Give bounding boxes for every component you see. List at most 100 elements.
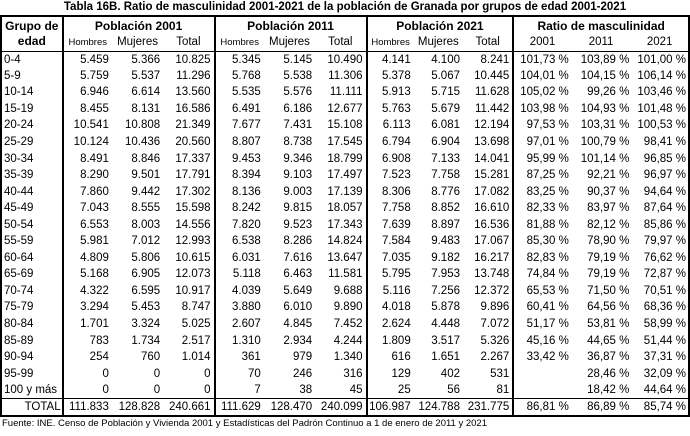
row-label: 20-24 — [4, 119, 34, 132]
cell: 12.372 — [474, 284, 510, 297]
cell: 17.545 — [327, 136, 363, 148]
cell: 6.081 — [431, 119, 460, 132]
cell: 38 — [299, 383, 313, 396]
subheader-2011-total: Total — [315, 34, 367, 52]
cell: 6.908 — [365, 150, 414, 167]
cell: 11.296 — [176, 69, 211, 82]
cell: 10.445 — [474, 69, 510, 82]
cell: 103,98 % — [512, 100, 571, 118]
table-row: 65-69 5.168 6.905 12.073 5.118 6.463 11.581 5.7… — [1, 266, 689, 283]
subheader-2001-total: Total — [163, 34, 215, 52]
cell: 7.523 — [365, 166, 414, 184]
cell: 17.343 — [327, 218, 363, 231]
cell: 70,51 % — [643, 284, 686, 297]
cell: 7.616 — [283, 251, 313, 264]
cell: 13.698 — [474, 136, 510, 148]
cell: 9.501 — [131, 169, 161, 182]
cell: 10.808 — [125, 119, 161, 132]
cell: 6.031 — [213, 249, 264, 267]
cell: 5.768 — [213, 67, 264, 85]
cell: 58,99 % — [643, 318, 686, 331]
cell: 9.896 — [480, 301, 510, 314]
cell: 45 — [349, 383, 363, 396]
cell: 5.538 — [283, 69, 313, 82]
table-row: 60-64 4.809 5.806 10.615 6.031 7.616 13.647 7.0… — [1, 249, 689, 267]
cell: 9.182 — [431, 251, 460, 264]
cell: 100,79 % — [580, 136, 630, 148]
cell: 7.639 — [365, 216, 414, 234]
cell: 1.310 — [213, 332, 264, 349]
cell: 106,14 % — [637, 69, 686, 82]
row-label: 0-4 — [4, 53, 21, 66]
cell: 15.281 — [474, 169, 510, 182]
cell: 9.890 — [333, 301, 363, 314]
cell: 106.987 — [365, 397, 414, 417]
cell: 103,31 % — [580, 119, 630, 132]
cell: 95,99 % — [512, 150, 571, 167]
cell: 0 — [204, 383, 211, 396]
cell: 13.560 — [175, 86, 211, 99]
cell: 16.586 — [175, 102, 211, 115]
cell: 1.734 — [131, 334, 161, 347]
cell: 5.459 — [61, 51, 112, 68]
subheader-2021-hombres: Hombres — [365, 34, 414, 52]
cell: 17.067 — [474, 235, 510, 248]
cell: 6.905 — [131, 268, 161, 281]
cell: 10.917 — [175, 284, 211, 297]
cell: 16.536 — [474, 218, 510, 231]
cell: 15.108 — [327, 119, 363, 132]
cell: 2.517 — [181, 334, 211, 347]
cell: 316 — [343, 367, 363, 380]
cell: 129 — [365, 365, 414, 382]
cell: 44,64 % — [643, 383, 686, 396]
table-row: 35-39 8.290 9.501 17.791 8.394 9.103 17.497 7.5… — [1, 166, 689, 184]
cell: 103,46 % — [637, 86, 686, 99]
cell: 8.306 — [365, 183, 414, 200]
subheader-2001-hombres: Hombres — [61, 34, 112, 52]
cell: 7.953 — [431, 268, 460, 281]
cell: 8.852 — [431, 202, 460, 215]
cell: 0 — [61, 365, 112, 382]
cell: 4.039 — [213, 282, 264, 300]
cell: 12.194 — [474, 119, 510, 132]
cell: 104,01 % — [512, 67, 571, 85]
cell: 10.541 — [61, 117, 112, 134]
cell: 246 — [292, 367, 313, 380]
cell: 14.556 — [175, 218, 211, 231]
row-label: 85-89 — [4, 334, 34, 347]
cell: 101,14 % — [580, 152, 630, 165]
cell: 5.535 — [213, 84, 264, 101]
cell: 4.141 — [365, 51, 414, 68]
cell: 17.082 — [474, 185, 510, 198]
row-label: 35-39 — [4, 169, 34, 182]
table-row: 10-14 6.946 6.614 13.560 5.535 5.576 11.111 5.9… — [1, 84, 689, 101]
cell: 111.629 — [213, 397, 264, 417]
cell: 5.795 — [365, 266, 414, 283]
group-header-ratio-masculinidad: Ratio de masculinidad — [512, 16, 689, 34]
cell: 2.267 — [480, 351, 510, 364]
cell: 240.099 — [315, 397, 367, 417]
cell: 6.113 — [365, 117, 414, 134]
cell: 6.904 — [431, 136, 460, 148]
table-row: 15-19 8.455 8.131 16.586 6.491 6.186 12.677 5.7… — [1, 100, 689, 118]
row-label: 55-59 — [4, 235, 34, 248]
cell: 11.306 — [328, 69, 363, 82]
cell: 12.677 — [327, 102, 363, 115]
cell: 87,25 % — [512, 166, 571, 184]
row-label: 40-44 — [4, 185, 34, 198]
cell: 7.133 — [431, 152, 460, 165]
row-label: 95-99 — [4, 367, 34, 380]
cell: 7.043 — [61, 199, 112, 217]
cell: 124.788 — [413, 397, 463, 417]
row-label: 25-29 — [4, 136, 34, 148]
cell: 11.442 — [474, 102, 510, 115]
cell: 44,65 % — [587, 334, 630, 347]
cell: 11.111 — [329, 86, 363, 99]
cell: 7.860 — [61, 183, 112, 200]
cell: 8.555 — [131, 202, 161, 215]
cell: 17.139 — [327, 185, 363, 198]
cell: 5.025 — [181, 318, 211, 331]
cell: 97,01 % — [512, 133, 571, 151]
cell: 53,81 % — [587, 318, 630, 331]
cell: 8.738 — [283, 136, 313, 148]
